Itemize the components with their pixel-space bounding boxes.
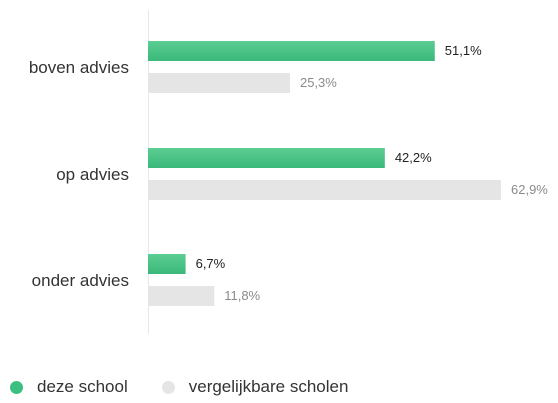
legend-label: deze school <box>37 377 128 396</box>
category-label: onder advies <box>32 271 129 290</box>
bar-deze-school[interactable] <box>148 254 186 274</box>
data-label: 6,7% <box>196 256 226 271</box>
legend-label: vergelijkbare scholen <box>188 377 349 396</box>
legend: deze school vergelijkbare scholen <box>10 375 382 399</box>
bar-vergelijkbare-scholen[interactable] <box>148 286 215 306</box>
data-label: 11,8% <box>224 288 260 303</box>
bar-group <box>148 41 501 306</box>
bar-deze-school[interactable] <box>148 41 435 61</box>
legend-dot-icon <box>161 380 175 394</box>
category-label: op advies <box>56 165 129 184</box>
legend-dot-icon <box>10 380 23 394</box>
data-label: 42,2% <box>395 150 432 165</box>
legend-item-vergelijkbare-scholen[interactable]: vergelijkbare scholen <box>161 377 349 397</box>
category-label: boven advies <box>29 58 129 77</box>
bar-vergelijkbare-scholen[interactable] <box>148 73 290 93</box>
data-label: 62,9% <box>511 182 548 197</box>
data-label: 25,3% <box>300 75 337 90</box>
bar-vergelijkbare-scholen[interactable] <box>148 180 501 200</box>
legend-item-deze-school[interactable]: deze school <box>10 377 128 397</box>
bar-deze-school[interactable] <box>148 148 385 168</box>
data-label: 51,1% <box>445 43 482 58</box>
